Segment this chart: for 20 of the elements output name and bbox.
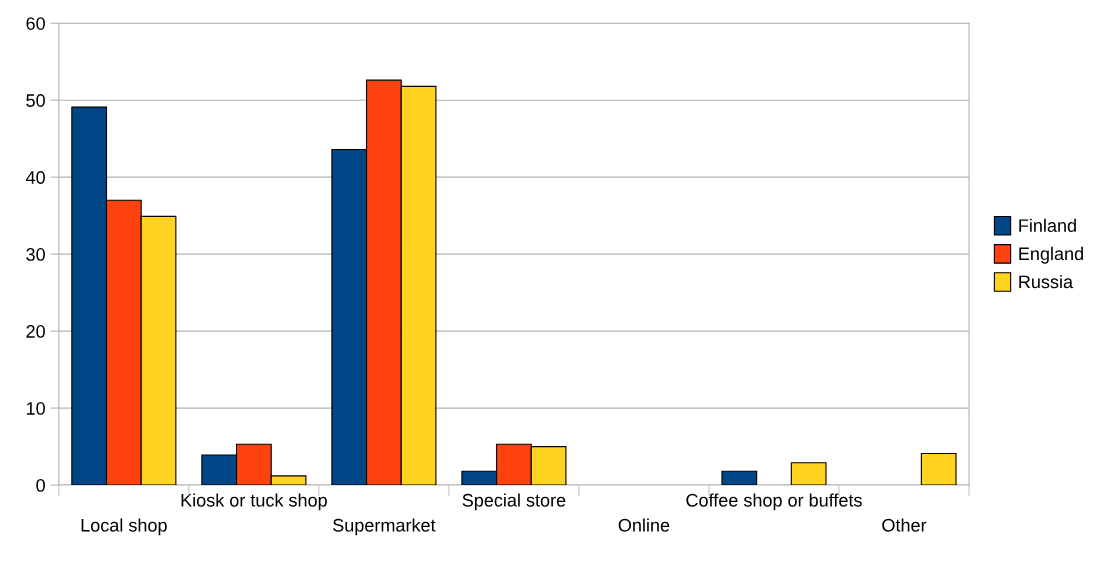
y-tick-label: 0 <box>36 479 45 492</box>
x-tick-label: Kiosk or tuck shop <box>181 493 327 511</box>
bar <box>721 470 758 486</box>
legend-label: England <box>1019 246 1083 264</box>
y-tick-label: 20 <box>26 325 45 338</box>
x-tick-label: Local shop <box>81 518 167 536</box>
legend-label: Russia <box>1019 274 1074 289</box>
bar <box>790 462 827 486</box>
legend-label: Finland <box>1019 218 1076 232</box>
x-tick-label: Other <box>882 518 927 532</box>
x-tick-label: Coffee shop or buffets <box>686 493 862 511</box>
y-tick-label: 50 <box>26 94 45 107</box>
bar <box>920 452 957 486</box>
x-tick-label: Special store <box>462 493 566 511</box>
y-tick-label: 30 <box>26 248 45 261</box>
y-tick-label: 60 <box>26 17 45 30</box>
y-tick-label: 40 <box>25 171 45 184</box>
y-tick-label: 10 <box>26 402 45 415</box>
x-tick-label: Online <box>618 518 670 532</box>
x-tick-label: Supermarket <box>333 518 436 536</box>
